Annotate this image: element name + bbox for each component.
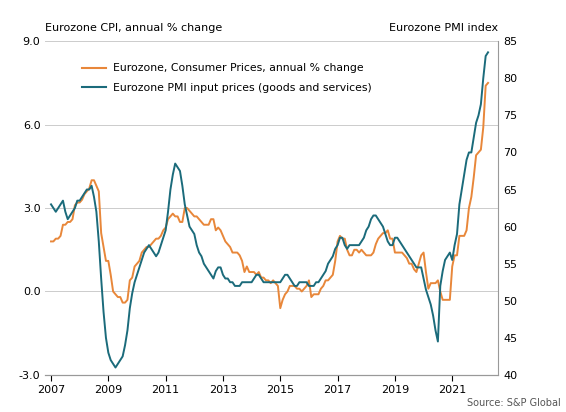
Text: Eurozone CPI, annual % change: Eurozone CPI, annual % change <box>45 23 222 33</box>
Text: Eurozone PMI index: Eurozone PMI index <box>389 23 498 33</box>
Text: Source: S&P Global: Source: S&P Global <box>466 398 560 408</box>
Legend: Eurozone, Consumer Prices, annual % change, Eurozone PMI input prices (goods and: Eurozone, Consumer Prices, annual % chan… <box>83 63 371 93</box>
